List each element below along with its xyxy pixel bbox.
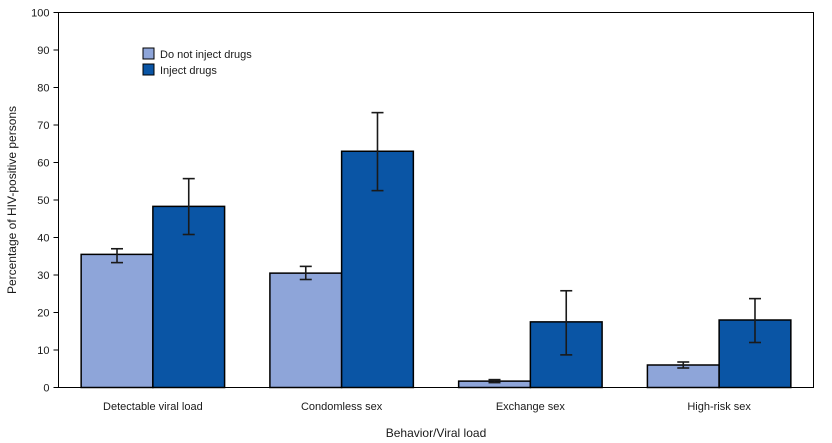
legend-label-series-1: Do not inject drugs [160,49,252,61]
x-category-label: Detectable viral load [103,401,203,413]
x-axis-labels: Detectable viral load Condomless sex Excha… [103,401,751,413]
legend-swatch-series-2 [142,63,155,76]
y-tick-label: 50 [37,195,49,207]
y-tick-label: 60 [37,158,49,170]
x-category-label: Exchange sex [496,401,566,413]
y-tick-label: 100 [31,8,49,20]
y-tick-label: 20 [37,308,49,320]
y-tick-label: 10 [37,345,49,357]
y-axis-ticks: 0 10 20 30 40 50 60 70 80 90 100 [31,8,59,395]
bar-no-inject [269,272,343,389]
y-tick-label: 70 [37,120,49,132]
x-category-label: Condomless sex [301,401,383,413]
bar-inject [152,205,226,389]
legend-label-series-2: Inject drugs [160,65,217,77]
bars-group [80,150,792,389]
y-tick-label: 30 [37,270,49,282]
plot-frame [58,12,814,388]
y-tick-label: 80 [37,83,49,95]
x-axis-title: Behavior/Viral load [386,426,487,440]
x-category-label: High-risk sex [687,401,751,413]
bar-no-inject [80,253,154,389]
y-tick-label: 0 [43,383,49,395]
y-tick-label: 40 [37,233,49,245]
error-bars-group [111,111,761,384]
legend-swatch-series-1 [142,47,155,60]
legend: Do not inject drugs Inject drugs [142,47,252,77]
y-tick-label: 90 [37,45,49,57]
y-axis-title: Percentage of HIV-positive persons [5,106,19,294]
